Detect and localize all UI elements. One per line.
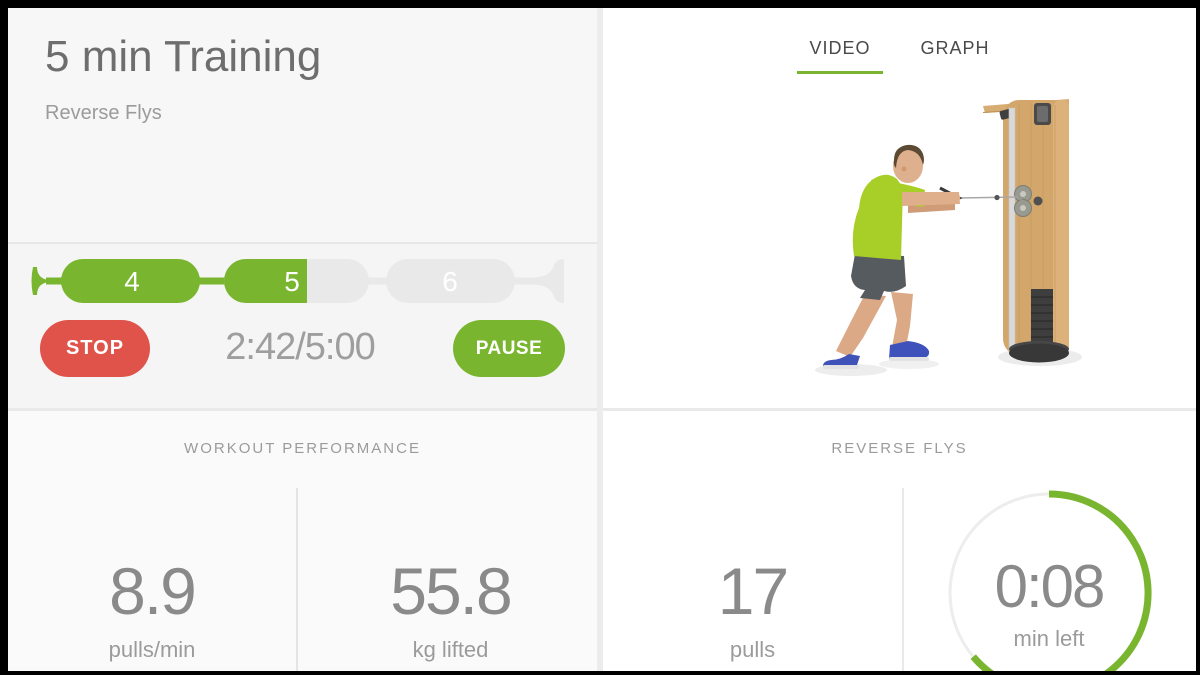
media-tabs: VIDEO GRAPH xyxy=(603,38,1196,74)
divider xyxy=(597,8,603,671)
cable-machine-icon xyxy=(982,99,1070,363)
cable xyxy=(958,194,1024,202)
divider xyxy=(902,488,904,671)
session-exercise-name: Reverse Flys xyxy=(45,102,162,124)
segment-5-fill xyxy=(224,259,307,303)
progress-connector xyxy=(367,277,388,285)
stat-label: pulls xyxy=(729,637,776,662)
exercise-video-frame xyxy=(603,8,1196,408)
segment-6-label: 6 xyxy=(442,266,458,297)
ring-progress-arc xyxy=(970,490,1152,671)
progress-connector xyxy=(198,277,226,285)
progress-start-cap xyxy=(31,267,48,295)
workout-performance-panel: WORKOUT PERFORMANCE 8.9 pulls/min 55.8 k… xyxy=(8,411,597,671)
session-title: 5 min Training xyxy=(45,32,322,81)
pulley-carriage xyxy=(1014,185,1043,217)
panel-title: REVERSE FLYS xyxy=(831,440,968,457)
stat-label: pulls/min xyxy=(108,637,196,662)
stat-pulls-per-min: 8.9 pulls/min xyxy=(8,558,296,663)
segment-5-label: 5 xyxy=(284,266,300,297)
stat-label: kg lifted xyxy=(412,637,489,662)
segment-6-pill xyxy=(386,259,515,303)
elapsed-time: 2:42/5:00 xyxy=(225,326,375,368)
segment-4-pill xyxy=(61,259,200,303)
stat-kg-lifted: 55.8 kg lifted xyxy=(304,558,597,663)
stat-pulls: 17 pulls xyxy=(603,558,902,663)
progress-connector xyxy=(46,277,66,285)
panel-title: WORKOUT PERFORMANCE xyxy=(184,440,421,457)
stat-value: 8.9 xyxy=(109,554,197,628)
progress-end-cap xyxy=(537,259,564,303)
tab-video[interactable]: VIDEO xyxy=(797,38,883,74)
exercise-stats-panel: REVERSE FLYS 17 pulls 0:08 min left xyxy=(603,411,1196,671)
divider xyxy=(296,488,298,671)
interval-progress-bar: 4 5 6 xyxy=(31,259,564,303)
segment-4-label: 4 xyxy=(124,266,140,297)
stat-value: 55.8 xyxy=(390,554,512,628)
countdown-label: min left xyxy=(1013,626,1085,651)
countdown-ring xyxy=(948,490,1152,671)
stat-value: 17 xyxy=(717,554,789,628)
pause-button[interactable]: PAUSE xyxy=(453,320,565,377)
machine-rail xyxy=(1008,107,1016,353)
tab-graph[interactable]: GRAPH xyxy=(920,38,990,58)
divider xyxy=(8,242,597,244)
timer-card: 4 5 6 STOP 2:42/5:00 PAUSE xyxy=(8,244,597,408)
video-panel: VIDEO GRAPH xyxy=(603,8,1196,408)
app-screen: 5 min Training Reverse Flys 4 5 xyxy=(8,8,1196,671)
stop-button[interactable]: STOP xyxy=(40,320,150,377)
session-panel: 5 min Training Reverse Flys 4 5 xyxy=(8,8,597,408)
athlete-figure-icon xyxy=(823,144,961,369)
progress-connector xyxy=(513,277,541,285)
countdown-value: 0:08 xyxy=(994,553,1106,620)
weight-stack xyxy=(1031,289,1053,346)
